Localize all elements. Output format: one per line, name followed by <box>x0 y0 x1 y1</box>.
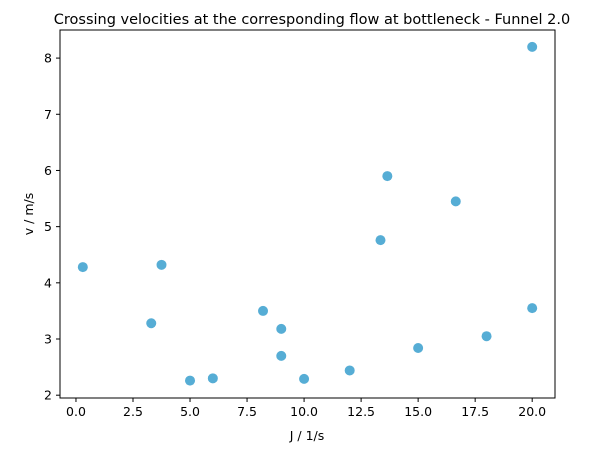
x-tick-label: 20.0 <box>518 404 546 419</box>
y-tick-label: 5 <box>44 219 52 234</box>
data-point <box>156 259 167 270</box>
data-point <box>382 171 393 182</box>
data-point <box>527 303 538 314</box>
data-point <box>413 342 424 353</box>
y-axis-label: v / m/s <box>21 193 36 235</box>
data-point <box>207 373 218 384</box>
data-point <box>527 41 538 52</box>
data-point <box>146 318 157 329</box>
data-point <box>299 373 310 384</box>
data-point <box>276 350 287 361</box>
data-points <box>77 41 538 386</box>
axis-ticks: 0.0 2.5 5.0 7.5 10.0 12.5 15.0 17.5 20.0 2 3 4 5 6 7 8 <box>44 51 546 419</box>
chart-title: Crossing velocities at the corresponding… <box>54 12 570 28</box>
x-tick-label: 15.0 <box>404 404 432 419</box>
x-tick-label: 12.5 <box>347 404 375 419</box>
x-tick-label: 10.0 <box>290 404 318 419</box>
plot-frame <box>59 29 556 399</box>
y-tick-label: 2 <box>44 388 52 403</box>
x-tick-label: 5.0 <box>180 404 200 419</box>
y-tick-label: 8 <box>44 51 52 66</box>
data-point <box>375 235 386 246</box>
data-point <box>258 305 269 316</box>
x-tick-label: 7.5 <box>237 404 257 419</box>
y-tick-label: 7 <box>44 107 52 122</box>
data-point <box>185 375 196 386</box>
x-tick-label: 2.5 <box>123 404 143 419</box>
x-axis-label: J / 1/s <box>289 428 325 443</box>
data-point <box>276 323 287 334</box>
x-tick-label: 0.0 <box>66 404 86 419</box>
x-tick-label: 17.5 <box>461 404 489 419</box>
data-point <box>77 262 88 273</box>
y-tick-label: 6 <box>44 163 52 178</box>
data-point <box>344 365 355 376</box>
data-point <box>450 196 461 207</box>
y-tick-label: 4 <box>44 275 52 290</box>
data-point <box>481 331 492 342</box>
y-tick-label: 3 <box>44 332 52 347</box>
